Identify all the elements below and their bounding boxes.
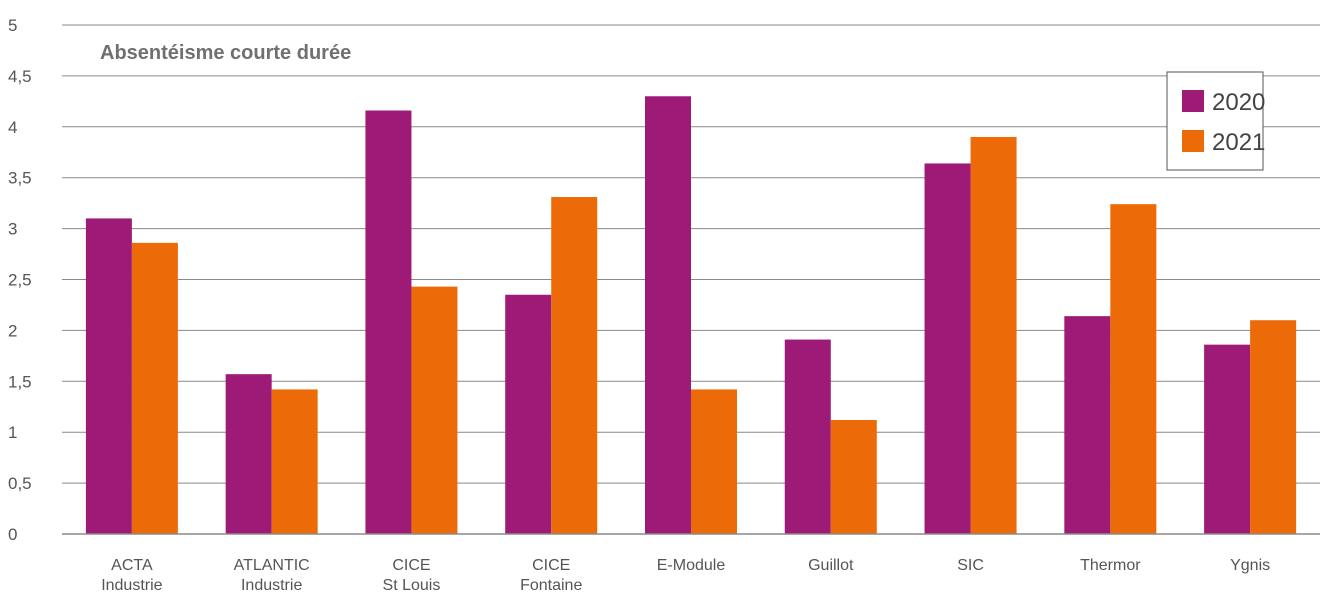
x-tick-label: CICE Fontaine — [520, 557, 582, 594]
y-tick-label: 4 — [8, 118, 17, 137]
y-tick-label: 0 — [8, 525, 17, 544]
y-tick-label: 0,5 — [8, 474, 32, 493]
x-tick-label: Guillot — [808, 557, 854, 574]
x-tick-label-line: Fontaine — [520, 577, 582, 594]
legend-label-2021: 2021 — [1212, 129, 1265, 156]
bar-2021 — [830, 419, 877, 534]
x-tick-label-line: Ygnis — [1230, 557, 1270, 574]
bars — [85, 96, 1297, 535]
bar-2020 — [505, 294, 552, 534]
chart-title: Absentéisme courte durée — [100, 42, 351, 64]
y-axis-ticks: 0 0,5 1 1,5 2 2,5 3 3,5 4 4,5 5 — [8, 16, 32, 544]
legend-swatch-2021 — [1182, 130, 1204, 152]
x-tick-label: Thermor — [1080, 557, 1141, 574]
bar-2021 — [691, 389, 737, 534]
x-tick-label-line: St Louis — [383, 577, 441, 594]
bar-2021 — [411, 286, 458, 534]
x-tick-label: E-Module — [657, 557, 726, 574]
legend-label-2020: 2020 — [1212, 89, 1265, 116]
y-tick-label: 4,5 — [8, 67, 32, 86]
y-tick-label: 1,5 — [8, 372, 32, 391]
bar-2021 — [1250, 320, 1297, 534]
y-tick-label: 2 — [8, 321, 17, 340]
y-tick-label: 3 — [8, 220, 17, 239]
y-tick-label: 2,5 — [8, 271, 32, 290]
bar-2020 — [1064, 316, 1111, 534]
legend-box — [1166, 71, 1264, 171]
y-tick-label: 5 — [8, 16, 17, 35]
x-tick-label-line: Industrie — [101, 577, 162, 594]
bar-2020 — [365, 110, 412, 535]
bar-2020 — [924, 163, 971, 534]
y-tick-label: 3,5 — [8, 169, 32, 188]
x-tick-label-line: CICE — [392, 557, 430, 574]
bar-2021 — [131, 242, 178, 535]
x-tick-label-line: Industrie — [241, 577, 302, 594]
x-tick-label-line: Thermor — [1080, 557, 1141, 574]
bar-2020 — [225, 374, 272, 534]
x-tick-label: ACTA Industrie — [101, 557, 162, 594]
x-tick-label-line: Guillot — [808, 557, 854, 574]
x-tick-label-line: E-Module — [657, 557, 726, 574]
x-tick-label-line: CICE — [532, 557, 570, 574]
x-tick-label: SIC — [957, 557, 984, 574]
bar-2020 — [1204, 344, 1251, 534]
bar-2020 — [784, 339, 831, 534]
x-tick-label-line: ATLANTIC — [234, 557, 310, 574]
bar-2021 — [1110, 204, 1157, 534]
x-tick-label-line: SIC — [957, 557, 984, 574]
bar-2021 — [970, 136, 1017, 535]
x-tick-label: CICE St Louis — [383, 557, 441, 594]
legend: 2020 2021 — [1166, 71, 1265, 171]
x-tick-label-line: ACTA — [111, 557, 153, 574]
x-tick-label: Ygnis — [1230, 557, 1270, 574]
x-axis-labels: ACTA Industrie ATLANTIC Industrie CICE St Lou… — [101, 557, 1270, 594]
bar-2021 — [551, 197, 598, 535]
x-tick-label: ATLANTIC Industrie — [234, 557, 310, 594]
bar-2020 — [645, 96, 691, 534]
bar-2021 — [271, 389, 318, 534]
y-tick-label: 1 — [8, 423, 17, 442]
legend-swatch-2020 — [1182, 90, 1204, 112]
bar-2020 — [85, 218, 132, 535]
